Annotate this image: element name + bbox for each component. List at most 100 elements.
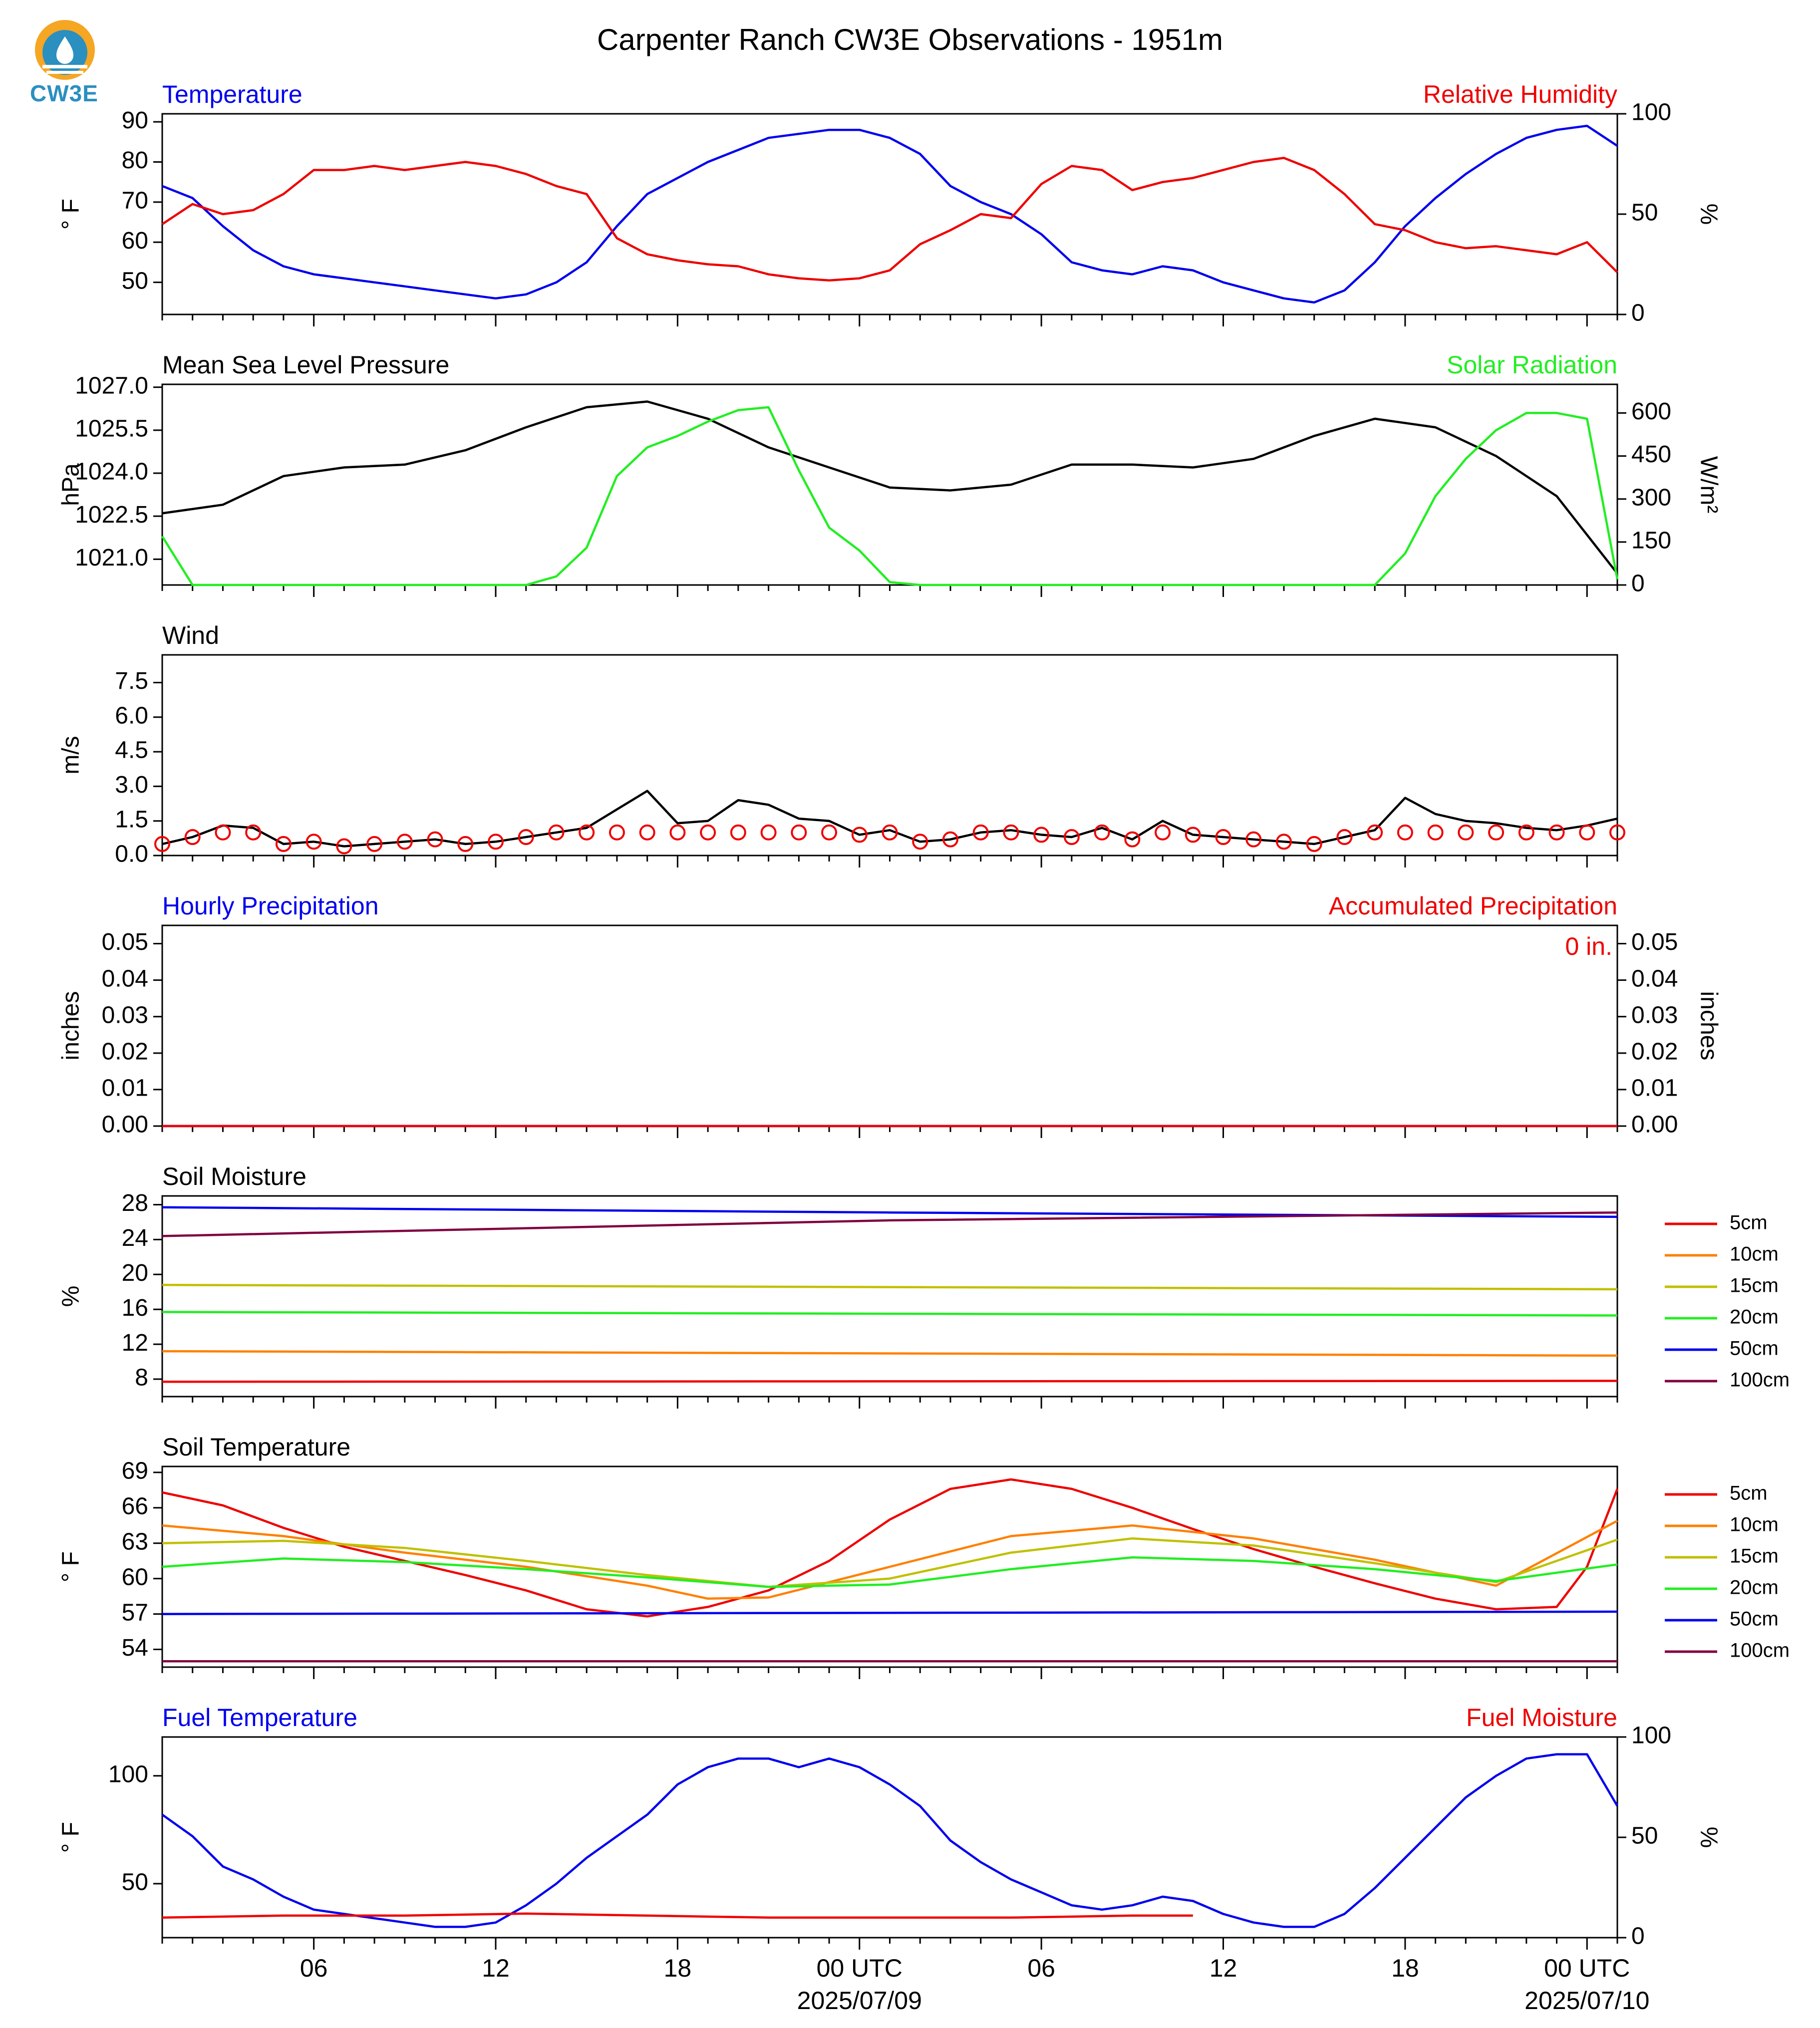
soil_temp-series-line-4 bbox=[162, 1610, 1618, 1615]
pressure_solar-left-tick-label: 1027.0 bbox=[75, 372, 148, 399]
wind-calm-marker bbox=[305, 834, 322, 850]
wind-calm-marker bbox=[882, 824, 898, 841]
wind-calm-marker bbox=[730, 824, 746, 841]
figure-title: Carpenter Ranch CW3E Observations - 1951… bbox=[597, 23, 1223, 56]
wind-calm-marker bbox=[1306, 836, 1322, 852]
wind-calm-marker bbox=[336, 838, 352, 855]
soil-temp-legend-label: 100cm bbox=[1730, 1640, 1790, 1662]
pressure_solar-left-tick-label: 1025.5 bbox=[75, 416, 148, 442]
pressure_solar-right-title: Solar Radiation bbox=[1447, 351, 1617, 379]
precip-right-title: Accumulated Precipitation bbox=[1329, 892, 1617, 920]
x-tick-label: 18 bbox=[664, 1954, 692, 1982]
wind-calm-marker bbox=[1336, 829, 1353, 846]
wind-calm-marker bbox=[154, 836, 170, 852]
pressure_solar-right-tick-label: 300 bbox=[1631, 484, 1671, 511]
soil-temp-legend-label: 10cm bbox=[1730, 1514, 1779, 1536]
wind-calm-marker bbox=[488, 834, 504, 850]
wind-calm-marker bbox=[215, 824, 231, 841]
fuel-series-line-0 bbox=[161, 1753, 1618, 1928]
pressure_solar-right-ylabel: W/m² bbox=[1695, 456, 1722, 514]
soil_temp-left-ylabel: ° F bbox=[58, 1551, 84, 1582]
temp_rh-right-tick-label: 50 bbox=[1631, 200, 1658, 226]
wind-calm-marker bbox=[427, 831, 443, 848]
soil-moisture-legend-label: 10cm bbox=[1730, 1243, 1779, 1265]
wind-calm-marker bbox=[700, 824, 716, 841]
soil_moisture-left-title: Soil Moisture bbox=[162, 1162, 306, 1190]
precip-right-tick-label: 0.03 bbox=[1631, 1002, 1678, 1028]
soil_moisture-series-line-0 bbox=[162, 1380, 1618, 1383]
wind-calm-marker bbox=[548, 824, 565, 841]
precip-left-tick-label: 0.01 bbox=[102, 1075, 148, 1102]
soil_temp-series-line-2 bbox=[162, 1537, 1618, 1588]
wind-calm-marker bbox=[1488, 824, 1505, 841]
temp_rh-right-title: Relative Humidity bbox=[1423, 80, 1617, 108]
pressure_solar-right-tick-label: 150 bbox=[1631, 528, 1671, 554]
soil_moisture-left-tick-label: 12 bbox=[122, 1330, 148, 1356]
precip-right-tick-label: 0.02 bbox=[1631, 1038, 1678, 1065]
pressure_solar-frame bbox=[161, 383, 1618, 586]
soil-moisture-legend-label: 15cm bbox=[1730, 1275, 1779, 1297]
wind-calm-marker bbox=[1003, 824, 1019, 841]
precip-left-ylabel: inches bbox=[58, 991, 84, 1061]
soil_moisture-left-tick-label: 28 bbox=[122, 1190, 148, 1216]
fuel-right-tick-label: 100 bbox=[1631, 1723, 1671, 1749]
x-tick-label: 00 UTC bbox=[1544, 1954, 1630, 1982]
wind-calm-marker bbox=[1185, 827, 1201, 843]
temp_rh-right-ylabel: % bbox=[1695, 204, 1722, 225]
precip-left-tick-label: 0.00 bbox=[102, 1112, 148, 1138]
precip-right-tick-label: 0.00 bbox=[1631, 1112, 1678, 1138]
x-tick-label: 06 bbox=[300, 1954, 328, 1982]
wind-left-tick-label: 6.0 bbox=[115, 702, 148, 729]
wind-calm-marker bbox=[1367, 824, 1383, 841]
wind-calm-marker bbox=[1215, 829, 1231, 846]
fuel-left-title: Fuel Temperature bbox=[162, 1704, 357, 1732]
wind-left-tick-label: 4.5 bbox=[115, 737, 148, 764]
soil-temp-legend-label: 15cm bbox=[1730, 1545, 1779, 1567]
precip-right-tick-label: 0.04 bbox=[1631, 965, 1678, 992]
wind-calm-marker bbox=[1155, 824, 1171, 841]
wind-series-line-0 bbox=[162, 790, 1618, 848]
soil_temp-series-line-1 bbox=[162, 1519, 1618, 1600]
fuel-left-tick-label: 50 bbox=[122, 1869, 148, 1896]
precip-left-tick-label: 0.04 bbox=[102, 965, 148, 992]
temp_rh-right-tick-label: 100 bbox=[1631, 99, 1671, 126]
wind-left-tick-label: 7.5 bbox=[115, 668, 148, 694]
wind-calm-marker bbox=[791, 824, 807, 841]
temp_rh-left-tick-label: 80 bbox=[122, 147, 148, 174]
soil-moisture-legend-label: 100cm bbox=[1730, 1369, 1790, 1391]
soil_temp-left-tick-label: 66 bbox=[122, 1493, 148, 1519]
wind-calm-marker bbox=[1245, 831, 1262, 848]
soil_moisture-series-line-1 bbox=[162, 1350, 1618, 1357]
x-tick-label: 12 bbox=[1210, 1954, 1237, 1982]
wind-calm-marker bbox=[821, 824, 838, 841]
wind-calm-marker bbox=[396, 834, 413, 850]
fuel-frame bbox=[161, 1736, 1618, 1939]
wind-calm-marker bbox=[579, 824, 595, 841]
pressure_solar-right-tick-label: 600 bbox=[1631, 398, 1671, 425]
temp_rh-series-line-1 bbox=[161, 157, 1618, 282]
temp_rh-left-title: Temperature bbox=[162, 80, 303, 108]
wind-left-title: Wind bbox=[162, 621, 219, 649]
precip-left-tick-label: 0.02 bbox=[102, 1038, 148, 1065]
wind-calm-marker bbox=[1579, 824, 1595, 841]
soil_temp-left-tick-label: 54 bbox=[122, 1635, 148, 1661]
wind-left-tick-label: 0.0 bbox=[115, 841, 148, 868]
cw3e-logo bbox=[27, 17, 102, 102]
wind-calm-marker bbox=[457, 836, 474, 852]
soil_moisture-left-tick-label: 8 bbox=[135, 1365, 148, 1391]
temp_rh-series-line-0 bbox=[162, 124, 1618, 304]
x-tick-label: 06 bbox=[1027, 1954, 1055, 1982]
wind-calm-marker bbox=[366, 836, 383, 852]
soil_moisture-left-tick-label: 24 bbox=[122, 1225, 148, 1251]
precip-right-ylabel: inches bbox=[1695, 991, 1722, 1061]
wind-calm-marker bbox=[1609, 824, 1625, 841]
precip-left-title: Hourly Precipitation bbox=[162, 892, 379, 920]
wind-calm-marker bbox=[1094, 824, 1110, 841]
wind-calm-marker bbox=[1033, 827, 1050, 843]
wind-calm-marker bbox=[245, 824, 262, 841]
wind-calm-marker bbox=[608, 824, 625, 841]
temp_rh-left-ylabel: ° F bbox=[58, 199, 84, 230]
wind-calm-marker bbox=[518, 829, 534, 846]
soil-moisture-legend-label: 50cm bbox=[1730, 1338, 1779, 1360]
